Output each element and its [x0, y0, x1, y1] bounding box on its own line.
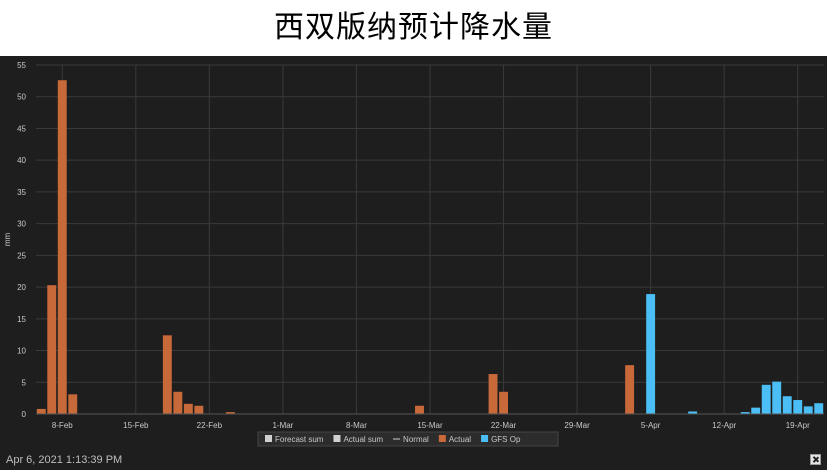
x-tick-label: 8-Feb: [52, 421, 73, 430]
bar-actual[interactable]: [57, 80, 67, 414]
bar-gfs-op[interactable]: [803, 406, 813, 414]
y-tick-label: 30: [17, 220, 26, 229]
x-tick-label: 29-Mar: [564, 421, 590, 430]
bar-gfs-op[interactable]: [751, 407, 761, 414]
legend-normal-label[interactable]: Normal: [403, 435, 429, 444]
legend-gfs-op-swatch: [481, 435, 489, 442]
bar-actual[interactable]: [36, 408, 46, 414]
footer-timestamp: Apr 6, 2021 1:13:39 PM: [6, 454, 123, 466]
y-tick-label: 25: [17, 251, 26, 260]
bar-gfs-op[interactable]: [782, 396, 792, 414]
x-tick-label: 22-Feb: [197, 421, 223, 430]
y-tick-label: 35: [17, 188, 26, 197]
y-axis-label: mm: [3, 233, 12, 247]
bar-actual[interactable]: [415, 405, 424, 414]
y-tick-label: 20: [17, 283, 26, 292]
legend-actual-swatch: [438, 435, 446, 442]
x-tick-label: 5-Apr: [641, 421, 661, 430]
y-tick-label: 0: [22, 410, 27, 419]
bar-actual[interactable]: [488, 374, 498, 414]
bar-actual[interactable]: [499, 391, 508, 414]
x-tick-label: 19-Apr: [786, 421, 810, 430]
legend-forecast-sum-swatch: [265, 435, 272, 442]
bar-gfs-op[interactable]: [772, 381, 782, 414]
bar-gfs-op[interactable]: [793, 400, 803, 414]
bar-gfs-op[interactable]: [646, 294, 656, 414]
y-tick-label: 50: [17, 93, 26, 102]
precipitation-chart: 0 5 10 15 20 25 30 35 40 45 50 55 8-Feb 15-Feb 22-Feb 1…: [3, 61, 824, 447]
x-tick-label: 15-Feb: [123, 421, 149, 430]
chart-panel: 0 5 10 15 20 25 30 35 40 45 50 55 8-Feb 15-Feb 22-Feb 1…: [0, 56, 827, 470]
bar-actual[interactable]: [173, 391, 183, 414]
bar-actual[interactable]: [162, 335, 172, 414]
bar-actual[interactable]: [183, 403, 193, 414]
bar-actual[interactable]: [625, 365, 635, 414]
bar-actual[interactable]: [47, 285, 57, 414]
legend-actual-sum-swatch: [333, 435, 341, 442]
close-x-icon[interactable]: [810, 454, 821, 465]
x-tick-label: 15-Mar: [417, 421, 443, 430]
bar-gfs-op[interactable]: [761, 384, 771, 414]
y-tick-label: 40: [17, 156, 26, 165]
x-tick-label: 22-Mar: [491, 421, 517, 430]
y-tick-label: 10: [17, 347, 26, 356]
x-tick-label: 12-Apr: [712, 421, 736, 430]
bar-actual[interactable]: [194, 405, 204, 414]
bar-gfs-op[interactable]: [688, 411, 698, 414]
y-tick-label: 55: [17, 61, 26, 70]
x-tick-label: 8-Mar: [346, 421, 367, 430]
page-title: 西双版纳预计降水量: [274, 10, 553, 45]
y-tick-label: 15: [17, 315, 26, 324]
y-tick-label: 5: [22, 378, 27, 387]
y-tick-label: 45: [17, 124, 26, 133]
bar-gfs-op[interactable]: [814, 403, 824, 414]
bar-actual[interactable]: [68, 394, 78, 414]
legend-forecast-sum-label[interactable]: Forecast sum: [275, 435, 324, 444]
bar-gfs-op[interactable]: [740, 412, 750, 414]
legend-gfs-op-label[interactable]: GFS Op: [491, 435, 521, 444]
x-tick-label: 1-Mar: [272, 421, 293, 430]
legend-actual-sum-label[interactable]: Actual sum: [343, 435, 383, 444]
bar-actual[interactable]: [225, 412, 235, 414]
legend-actual-label[interactable]: Actual: [449, 435, 471, 444]
